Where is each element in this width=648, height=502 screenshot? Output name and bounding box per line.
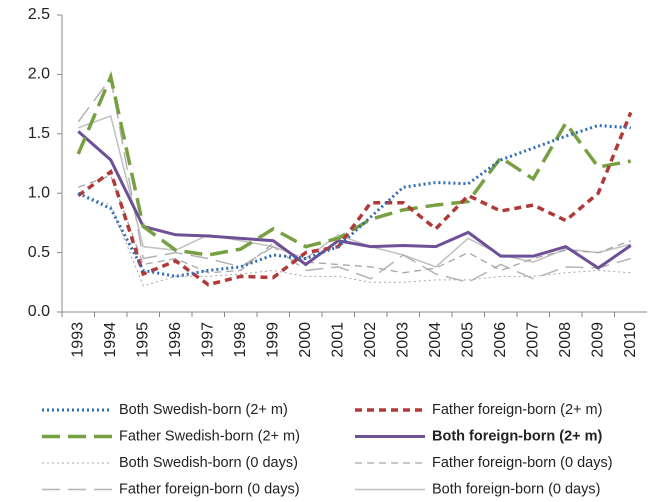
x-tick-label: 2007 — [524, 322, 541, 358]
legend-label: Both Swedish-born (2+ m) — [119, 402, 288, 418]
y-tick-label: 0.0 — [28, 303, 50, 320]
x-tick-label: 2003 — [394, 322, 411, 358]
legend-label: Father foreign-born (2+ m) — [432, 402, 602, 418]
x-tick-label: 1993 — [69, 322, 86, 358]
series-line — [76, 70, 632, 257]
legend-label: Father foreign-born (0 days) — [119, 481, 300, 497]
y-tick-label: 2.5 — [28, 6, 50, 23]
series-line — [77, 123, 631, 278]
legend-label: Both Swedish-born (0 days) — [119, 455, 298, 471]
y-tick-label: 1.5 — [28, 125, 50, 142]
x-tick-label: 1994 — [102, 322, 119, 358]
x-tick-label: 2000 — [297, 322, 314, 358]
series-line — [77, 114, 631, 268]
series-line — [78, 174, 631, 274]
series-line — [77, 76, 631, 284]
x-tick-label: 1999 — [264, 322, 281, 358]
x-tick-label: 2005 — [459, 322, 476, 358]
x-tick-label: 1995 — [134, 322, 151, 358]
legend-label: Father Swedish-born (2+ m) — [119, 428, 300, 444]
x-tick-label: 2002 — [362, 322, 379, 358]
y-tick-label: 0.5 — [28, 244, 50, 261]
x-tick-label: 2010 — [622, 322, 639, 358]
series-line — [77, 130, 632, 270]
series-line — [78, 192, 631, 287]
legend-label: Both foreign-born (2+ m) — [432, 428, 603, 444]
x-tick-label: 2009 — [589, 322, 606, 358]
x-tick-label: 2006 — [492, 322, 509, 358]
x-tick-label: 2004 — [427, 322, 444, 358]
y-tick-label: 1.0 — [28, 184, 50, 201]
x-tick-label: 1998 — [232, 322, 249, 358]
legend-label: Father foreign-born (0 days) — [432, 455, 613, 471]
x-tick-label: 2001 — [329, 322, 346, 358]
legend-label: Both foreign-born (0 days) — [432, 481, 600, 497]
y-tick-label: 2.0 — [28, 66, 50, 83]
x-tick-label: 2008 — [557, 322, 574, 358]
series-line — [77, 111, 633, 287]
x-tick-label: 1996 — [167, 322, 184, 358]
x-tick-label: 1997 — [199, 322, 216, 358]
